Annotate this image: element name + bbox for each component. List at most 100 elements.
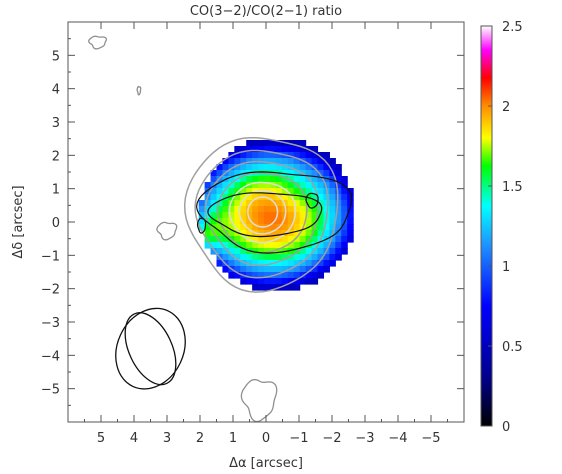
ratio-pixel [258, 164, 265, 171]
ratio-pixel [216, 224, 224, 231]
ratio-pixel [210, 248, 218, 255]
ratio-pixel [240, 248, 247, 255]
ratio-pixel [210, 188, 218, 195]
ratio-pixel [240, 242, 247, 249]
ratio-pixel [269, 278, 277, 285]
ratio-pixel [222, 254, 229, 261]
ratio-pixel [269, 206, 277, 213]
ratio-pixel [240, 230, 247, 237]
x-tick-label: 4 [130, 431, 138, 446]
ratio-pixel [240, 146, 247, 153]
ratio-pixel [252, 242, 259, 249]
ratio-pixel [281, 260, 289, 267]
ratio-pixel [335, 206, 342, 213]
ratio-pixel [216, 260, 224, 267]
ratio-pixel [234, 218, 241, 225]
ratio-pixel [317, 248, 325, 255]
ratio-pixel [305, 272, 313, 279]
ratio-pixel [234, 200, 241, 207]
intensity-contour [247, 196, 279, 228]
ratio-pixel [222, 164, 229, 171]
ratio-pixel [347, 218, 354, 225]
ratio-pixel [305, 158, 313, 165]
ratio-pixel [347, 236, 354, 243]
ratio-pixel [228, 188, 235, 195]
intensity-contour-island [136, 85, 142, 96]
ratio-pixel [216, 164, 224, 171]
ratio-pixel [228, 242, 235, 249]
ratio-pixel [234, 152, 241, 159]
x-tick-label: 3 [163, 431, 171, 446]
ratio-pixel [222, 200, 229, 207]
ratio-pixel [311, 272, 319, 279]
ratio-pixel [281, 284, 289, 291]
ratio-pixel [293, 284, 301, 291]
ratio-contour [195, 171, 353, 254]
intensity-contour [204, 160, 319, 267]
ratio-pixel [329, 200, 336, 207]
y-tick-label: 2 [52, 149, 60, 164]
ratio-pixel [234, 272, 241, 279]
ratio-pixel [240, 278, 247, 285]
ratio-pixel [287, 152, 295, 159]
ratio-pixel [281, 200, 289, 207]
ratio-pixel [341, 230, 348, 237]
ratio-pixel [240, 158, 247, 165]
ratio-pixel [287, 200, 295, 207]
ratio-pixel [287, 218, 295, 225]
ratio-pixel [347, 212, 354, 219]
ratio-pixel [317, 194, 325, 201]
ratio-pixel [228, 260, 235, 267]
ratio-pixel [323, 230, 330, 237]
ratio-pixel [269, 218, 277, 225]
ratio-pixel [311, 254, 319, 261]
colorbar-tick-label: 1 [502, 260, 510, 275]
ratio-pixel [258, 206, 265, 213]
ratio-pixel [210, 200, 218, 207]
ratio-pixel [234, 146, 241, 153]
ratio-pixel [275, 152, 283, 159]
beam-ellipse [115, 307, 186, 390]
ratio-pixel [228, 182, 235, 189]
ratio-pixel [246, 266, 253, 273]
ratio-pixel [246, 254, 253, 261]
ratio-pixel [293, 200, 301, 207]
ratio-pixel [269, 230, 277, 237]
ratio-pixel [287, 260, 295, 267]
ratio-pixel [246, 272, 253, 279]
ratio-pixel [252, 260, 259, 267]
ratio-pixel [341, 188, 348, 195]
ratio-pixel [240, 182, 247, 189]
ratio-pixel [299, 242, 307, 249]
ratio-pixel [210, 206, 218, 213]
ratio-pixel [293, 230, 301, 237]
ratio-pixel [311, 182, 319, 189]
ratio-pixel [293, 140, 301, 147]
intensity-contour-island [240, 378, 278, 422]
ratio-pixel [264, 182, 271, 189]
x-axis: 5 4 3 2 1 0 −1 −2 −3 −4 −5 [84, 22, 448, 446]
ratio-pixel [299, 278, 307, 285]
ratio-pixel [281, 188, 289, 195]
ratio-pixel [329, 248, 336, 255]
ratio-pixel [216, 230, 224, 237]
ratio-pixel [246, 206, 253, 213]
ratio-pixel [264, 272, 271, 279]
ratio-pixel [246, 242, 253, 249]
ratio-pixel [299, 164, 307, 171]
ratio-pixel [275, 260, 283, 267]
ratio-pixel [299, 200, 307, 207]
ratio-pixel [210, 218, 218, 225]
ratio-pixel [258, 254, 265, 261]
ratio-pixel [234, 260, 241, 267]
ratio-pixel [347, 188, 354, 195]
ratio-pixel [275, 140, 283, 147]
ratio-pixel [264, 152, 271, 159]
ratio-pixel [281, 218, 289, 225]
ratio-pixel [335, 194, 342, 201]
ratio-pixel [252, 278, 259, 285]
y-tick-label: 1 [52, 183, 60, 198]
ratio-pixel [234, 248, 241, 255]
ratio-pixel [317, 230, 325, 237]
